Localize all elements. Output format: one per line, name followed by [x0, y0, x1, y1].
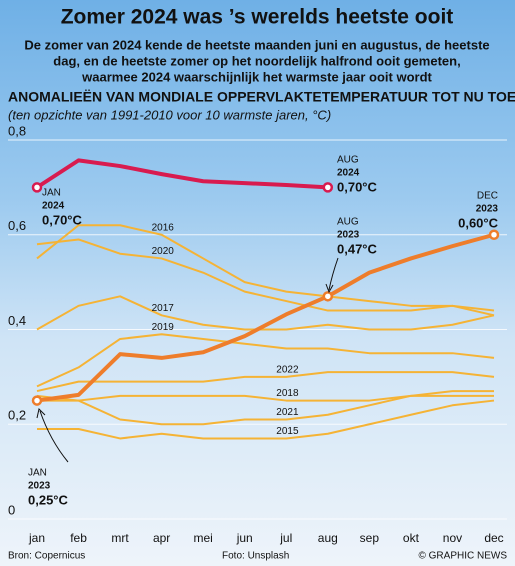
subtitle-line: dag, en de heetste zomer op het noordeli… [53, 53, 460, 68]
x-tick-label: jan [28, 531, 45, 545]
annotation: 2023 [28, 481, 51, 492]
annotation: 2024 [337, 168, 360, 179]
series-line [36, 295, 495, 331]
annotation: 0,25°C [28, 492, 69, 507]
x-tick-label: sep [360, 531, 380, 545]
highlight-dot [322, 182, 334, 193]
y-tick-label: 0,8 [8, 123, 26, 138]
series-line [36, 333, 495, 388]
arrow [39, 410, 69, 463]
x-tick-label: okt [403, 531, 420, 545]
highlight-dot [322, 291, 334, 302]
x-tick-label: apr [153, 531, 170, 545]
x-tick-label: jul [279, 531, 292, 545]
series-line [36, 224, 495, 312]
annotation: 0,60°C [458, 215, 499, 230]
chart-title: Zomer 2024 was ’s werelds heetste ooit [61, 6, 454, 29]
series-label: 2020 [152, 246, 175, 257]
series-line [36, 371, 495, 393]
y-tick-label: 0 [8, 502, 15, 517]
subheading: (ten opzichte van 1991-2010 voor 10 warm… [8, 107, 331, 122]
x-tick-label: mei [194, 531, 213, 545]
arrow [328, 257, 339, 291]
arrow [36, 408, 46, 419]
series-line [37, 399, 495, 440]
series-label: 2016 [152, 222, 175, 233]
heading: ANOMALIEËN VAN MONDIALE OPPERVLAKTETEMPE… [8, 89, 515, 105]
series-line [36, 394, 494, 426]
highlight-dot [488, 229, 500, 240]
annotation: AUG [337, 155, 359, 166]
annotation: 0,47°C [337, 241, 378, 256]
source: Bron: Copernicus [8, 551, 85, 562]
series-label: 2017 [152, 303, 175, 314]
annotation: 0,70°C [42, 212, 83, 227]
x-tick-label: jun [236, 531, 253, 545]
annotation: 2023 [337, 230, 360, 241]
subtitle-line: De zomer van 2024 kende de heetste maand… [24, 37, 489, 52]
x-tick-label: mrt [111, 531, 129, 545]
series-line [36, 232, 495, 403]
series-label: 2021 [276, 407, 299, 418]
x-tick-label: aug [318, 531, 338, 545]
arrow [325, 283, 334, 294]
series-label: 2019 [152, 322, 175, 333]
photo-credit: Foto: Unsplash [222, 551, 289, 562]
series-label: 2015 [276, 426, 299, 437]
credit: © GRAPHIC NEWS [419, 551, 508, 562]
y-tick-label: 0,2 [8, 408, 26, 423]
annotation: JAN [28, 468, 47, 479]
annotation: JAN [42, 188, 61, 199]
highlight-dot [31, 182, 43, 193]
x-tick-label: nov [443, 531, 462, 545]
x-tick-label: dec [484, 531, 503, 545]
series-label: 2022 [276, 365, 299, 376]
annotation: 2023 [476, 204, 499, 215]
annotation: 0,70°C [337, 179, 378, 194]
annotation: AUG [337, 217, 359, 228]
y-tick-label: 0,6 [8, 218, 26, 233]
subtitle-line: waarmee 2024 waarschijnlijk het warmste … [81, 69, 432, 84]
series-line [36, 238, 495, 317]
x-tick-label: feb [70, 531, 87, 545]
series-line [35, 158, 328, 190]
annotation: 2024 [42, 201, 65, 212]
series-label: 2018 [276, 388, 299, 399]
annotation: DEC [477, 191, 498, 202]
y-tick-label: 0,4 [8, 313, 26, 328]
highlight-dot [31, 395, 43, 406]
